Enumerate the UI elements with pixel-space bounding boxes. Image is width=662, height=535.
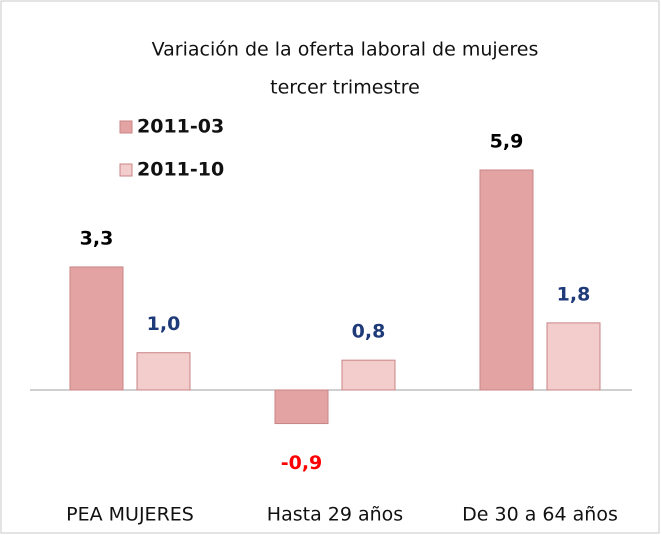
data-label: 5,9: [490, 131, 524, 153]
bar: [69, 266, 124, 391]
data-label: 0,8: [352, 321, 386, 343]
x-tick-label: De 30 a 64 años: [462, 504, 618, 526]
data-label: 3,3: [80, 227, 114, 249]
data-label: -0,9: [281, 452, 323, 474]
legend-swatch: [119, 120, 133, 134]
bar: [546, 322, 601, 391]
x-tick-label: Hasta 29 años: [267, 504, 403, 526]
data-label: 1,0: [147, 313, 181, 335]
bar: [136, 352, 191, 391]
x-tick-label: PEA MUJERES: [66, 504, 194, 526]
data-label: 1,8: [557, 283, 591, 305]
legend-label: 2011-03: [137, 116, 224, 138]
chart-title: Variación de la oferta laboral de mujere…: [152, 39, 539, 61]
legend-swatch: [119, 163, 133, 177]
bar: [274, 389, 329, 425]
bar: [479, 169, 534, 391]
chart-subtitle: tercer trimestre: [270, 77, 420, 99]
bar: [341, 359, 396, 391]
legend-label: 2011-10: [137, 159, 224, 181]
